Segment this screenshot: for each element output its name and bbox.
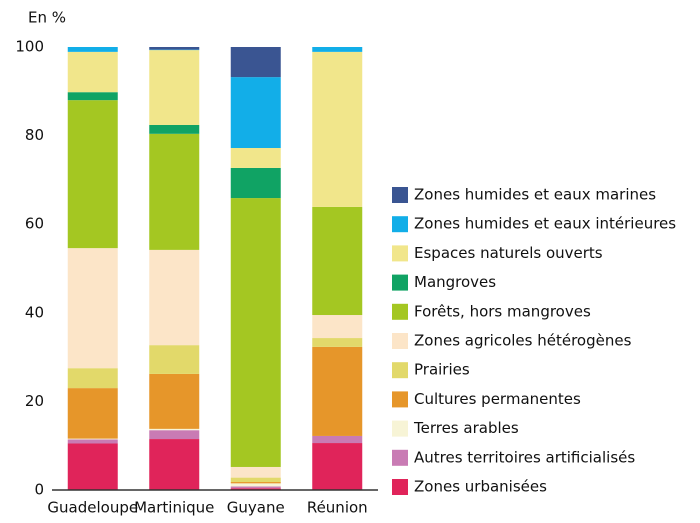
bar-segment — [149, 430, 199, 439]
bar-segment — [312, 52, 362, 207]
bar-segment — [149, 47, 199, 50]
y-tick-label: 100 — [15, 38, 44, 56]
bar-segment — [149, 345, 199, 374]
legend-label: Forêts, hors mangroves — [414, 302, 591, 320]
bar-segment — [149, 439, 199, 490]
legend-label: Zones agricoles hétérogènes — [414, 332, 632, 350]
bar-segment — [231, 482, 281, 483]
legend-swatch — [392, 391, 408, 407]
bar-segment — [68, 368, 118, 388]
y-tick-label: 0 — [34, 481, 44, 499]
legend-swatch — [392, 275, 408, 291]
bar-segment — [231, 148, 281, 168]
bar-segment — [312, 47, 362, 52]
bar-segment — [149, 125, 199, 134]
bar-segment — [68, 52, 118, 92]
bar-segment — [231, 47, 281, 77]
legend-label: Zones humides et eaux marines — [414, 186, 656, 204]
legend-label: Prairies — [414, 361, 470, 379]
bar-segment — [312, 338, 362, 347]
bar-segment — [68, 388, 118, 439]
x-tick-label: Guyane — [227, 499, 285, 517]
legend-label: Terres arables — [413, 419, 519, 437]
bar-segment — [231, 168, 281, 198]
bar-segment — [231, 486, 281, 488]
y-tick-label: 20 — [25, 392, 44, 410]
bar-segment — [312, 315, 362, 338]
legend-swatch — [392, 187, 408, 203]
bar-segment — [149, 50, 199, 125]
bar-segment — [231, 77, 281, 148]
legend-label: Espaces naturels ouverts — [414, 244, 603, 262]
bar-segment — [68, 439, 118, 443]
legend-swatch — [392, 450, 408, 466]
legend-swatch — [392, 333, 408, 349]
legend-label: Zones urbanisées — [414, 478, 547, 496]
bar-segment — [231, 478, 281, 482]
legend-swatch — [392, 421, 408, 437]
bar-segment — [68, 439, 118, 440]
bar-segment — [68, 92, 118, 100]
x-tick-label: Guadeloupe — [47, 499, 138, 517]
bar-segment — [149, 250, 199, 345]
legend-swatch — [392, 245, 408, 261]
legend-swatch — [392, 362, 408, 378]
bar-segment — [312, 207, 362, 315]
bar-segment — [149, 374, 199, 429]
legend-swatch — [392, 304, 408, 320]
legend-swatch — [392, 216, 408, 232]
legend-label: Mangroves — [414, 273, 496, 291]
bar-segment — [149, 429, 199, 430]
bar-segment — [68, 47, 118, 52]
y-tick-label: 60 — [25, 215, 44, 233]
bar-segment — [312, 347, 362, 436]
bar-segment — [231, 483, 281, 486]
bar-segment — [68, 100, 118, 248]
x-tick-label: Réunion — [307, 499, 368, 517]
legend-swatch — [392, 479, 408, 495]
legend-label: Cultures permanentes — [414, 390, 581, 408]
bar-segment — [68, 248, 118, 368]
y-tick-label: 40 — [25, 303, 44, 321]
bar-segment — [231, 467, 281, 478]
y-axis-label: En % — [28, 9, 66, 27]
x-tick-label: Martinique — [134, 499, 214, 517]
bar-segment — [312, 443, 362, 490]
bar-segment — [68, 443, 118, 490]
legend-label: Autres territoires artificialisés — [414, 448, 635, 466]
bar-segment — [231, 198, 281, 467]
bar-segment — [149, 134, 199, 250]
y-tick-label: 80 — [25, 126, 44, 144]
legend-label: Zones humides et eaux intérieures — [414, 215, 676, 233]
bar-segment — [312, 436, 362, 443]
